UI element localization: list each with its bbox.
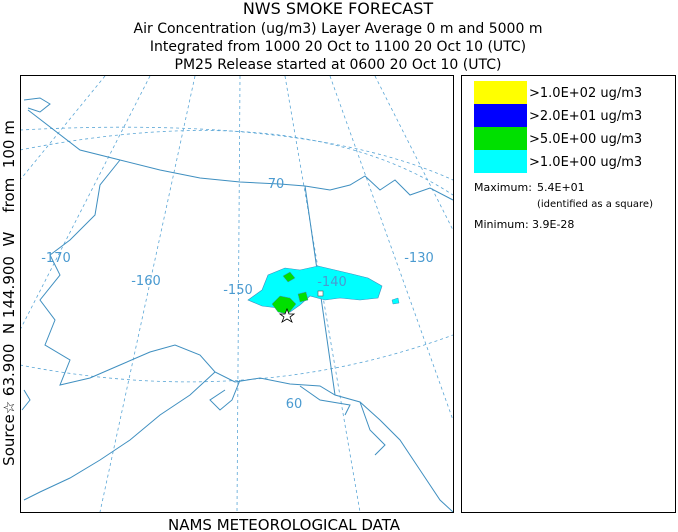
smoke-plume xyxy=(247,265,400,323)
longitude-label: -150 xyxy=(223,283,253,298)
subtitle: PM25 Release started at 0600 20 Oct 10 (… xyxy=(175,57,502,73)
graticule-labels: -170 -160 -150 -140 -130 70 60 xyxy=(41,177,434,412)
maximum-note: (identified as a square) xyxy=(537,199,653,210)
footer: NAMS METEOROLOGICAL DATA xyxy=(168,516,401,532)
minimum-value: 3.9E-28 xyxy=(532,218,574,231)
contour xyxy=(297,291,309,303)
longitude-label: -170 xyxy=(41,251,71,266)
source-label: Source☆ 63.900 N 144.900 W from 100 m xyxy=(0,120,18,466)
contour xyxy=(391,297,400,305)
legend-label: >1.0E+00 ug/m3 xyxy=(529,155,642,170)
map-frame xyxy=(20,75,454,513)
title: NWS SMOKE FORECAST xyxy=(243,0,434,18)
legend: >1.0E+02 ug/m3 >2.0E+01 ug/m3 >5.0E+00 ug/… xyxy=(461,75,676,513)
coastline xyxy=(21,97,453,512)
maximum-label: Maximum: xyxy=(474,181,532,194)
longitude-label: -130 xyxy=(404,251,434,266)
contour xyxy=(282,271,296,283)
legend-label: >2.0E+01 ug/m3 xyxy=(529,109,642,124)
longitude-label: -140 xyxy=(317,275,347,290)
legend-label: >1.0E+02 ug/m3 xyxy=(529,86,642,101)
latitude-label: 60 xyxy=(286,397,303,412)
source-star xyxy=(278,307,296,323)
legend-swatch xyxy=(474,127,527,150)
subtitle: Air Concentration (ug/m3) Layer Average … xyxy=(134,21,543,37)
maximum-value: 5.4E+01 xyxy=(537,181,585,194)
subtitle: Integrated from 1000 20 Oct to 1100 20 O… xyxy=(150,39,526,55)
longitude-label: -160 xyxy=(131,274,161,289)
contour xyxy=(271,295,297,315)
legend-label: >5.0E+00 ug/m3 xyxy=(529,132,642,147)
latitude-label: 70 xyxy=(268,177,285,192)
graticule xyxy=(21,76,453,512)
legend-swatch xyxy=(474,81,527,104)
legend-swatch xyxy=(474,104,527,127)
minimum-label: Minimum: xyxy=(474,218,529,231)
map: -170 -160 -150 -140 -130 70 60 xyxy=(20,75,454,513)
maximum-marker xyxy=(317,290,324,297)
legend-swatch xyxy=(474,150,527,173)
